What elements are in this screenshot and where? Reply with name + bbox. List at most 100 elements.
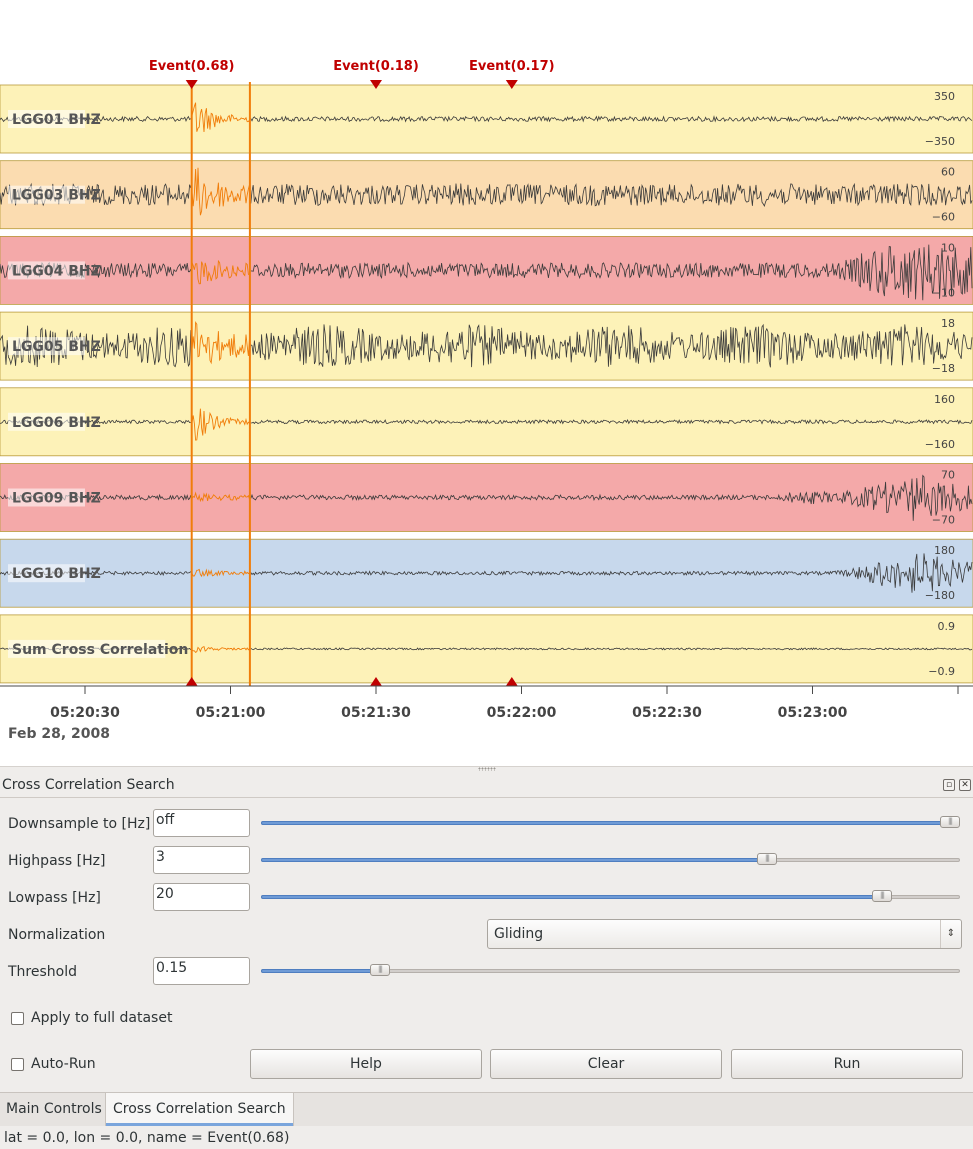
auto-run-checkbox[interactable] [11, 1058, 24, 1071]
close-icon[interactable]: ✕ [959, 779, 971, 791]
trace-ymax: 70 [941, 469, 955, 482]
normalization-select[interactable]: Gliding ⇕ [487, 919, 962, 949]
slider-handle[interactable]: ||| [940, 816, 960, 828]
event-marker-bottom[interactable] [505, 677, 518, 686]
time-tick-label: 05:21:30 [341, 705, 411, 721]
event-marker-bottom[interactable] [185, 677, 198, 686]
trace-name: LGG06 BHZ [12, 415, 101, 431]
highlighted-waveform [191, 568, 250, 578]
event-marker-label[interactable]: Event(0.17) [469, 59, 555, 74]
trace-ymax: 180 [934, 544, 955, 557]
trace-label-bg [8, 639, 166, 658]
trace-ymin: −0.9 [928, 665, 955, 678]
trace-ymax: 0.9 [938, 620, 956, 633]
trace-ymin: −350 [925, 135, 955, 148]
trace-ymax: 60 [941, 166, 955, 179]
highlighted-waveform [191, 259, 250, 285]
trace-row[interactable]: LGG05 BHZ 18 −18 [0, 311, 973, 381]
trace-name: LGG03 BHZ [12, 188, 101, 204]
trace-ymax: 18 [941, 317, 955, 330]
normalization-value: Gliding [494, 926, 544, 942]
trace-name: LGG10 BHZ [12, 566, 101, 582]
trace-ymin: −10 [932, 286, 955, 299]
trace-row[interactable]: LGG09 BHZ 70 −70 [0, 463, 973, 532]
trace-name: Sum Cross Correlation [12, 642, 188, 658]
threshold-label: Threshold [8, 964, 77, 980]
panel-divider [0, 797, 973, 798]
trace-name: LGG05 BHZ [12, 339, 101, 355]
run-button[interactable]: Run [731, 1049, 963, 1079]
dock-tabs: Main Controls Cross Correlation Search [0, 1092, 973, 1127]
trace-label-bg [8, 261, 85, 280]
highlighted-waveform [191, 167, 251, 216]
lowpass-slider[interactable]: ||| [261, 883, 960, 911]
float-icon[interactable]: ▫ [943, 779, 955, 791]
apply-full-dataset-label: Apply to full dataset [31, 1010, 173, 1026]
highlighted-waveform [191, 320, 251, 365]
date-label: Feb 28, 2008 [8, 726, 110, 742]
trace-ymax: 350 [934, 90, 955, 103]
normalization-label: Normalization [8, 927, 106, 943]
trace-row[interactable]: LGG01 BHZ 350 −350 [0, 84, 973, 154]
trace-ymax: 10 [941, 241, 955, 254]
tab-cross-correlation-search[interactable]: Cross Correlation Search [105, 1093, 294, 1126]
trace-row[interactable]: LGG10 BHZ 180 −180 [0, 538, 973, 608]
trace-row[interactable]: Sum Cross Correlation 0.9 −0.9 [0, 614, 973, 684]
status-bar: lat = 0.0, lon = 0.0, name = Event(0.68) [0, 1126, 973, 1149]
trace-row[interactable]: LGG03 BHZ 60 −60 [0, 160, 973, 230]
time-tick-label: 05:23:00 [778, 705, 848, 721]
clear-button[interactable]: Clear [490, 1049, 722, 1079]
event-marker-bottom[interactable] [370, 677, 382, 686]
trace-label-bg [8, 110, 85, 128]
trace-row[interactable]: LGG04 BHZ 10 −10 [0, 235, 973, 305]
highlighted-waveform [191, 408, 250, 441]
lowpass-label: Lowpass [Hz] [8, 890, 101, 906]
time-tick-label: 05:20:30 [50, 705, 120, 721]
highlighted-waveform [191, 491, 251, 503]
highlighted-waveform [191, 645, 250, 654]
slider-handle[interactable]: ||| [370, 964, 390, 976]
cross-correlation-panel: Cross Correlation Search ▫ ✕ Downsample … [0, 766, 973, 1093]
trace-label-bg [8, 337, 85, 356]
trace-ymin: −18 [932, 362, 955, 375]
highpass-input[interactable]: 3 [153, 846, 250, 874]
trace-label-bg [8, 564, 85, 583]
dock-resize-handle[interactable] [478, 767, 496, 771]
trace-ymin: −180 [925, 589, 955, 602]
event-marker-top[interactable] [185, 80, 198, 89]
trace-label-bg [8, 185, 85, 204]
help-button[interactable]: Help [250, 1049, 482, 1079]
event-marker-top[interactable] [505, 80, 518, 89]
threshold-input[interactable]: 0.15 [153, 957, 250, 985]
auto-run-label: Auto-Run [31, 1056, 96, 1072]
event-marker-label[interactable]: Event(0.18) [333, 59, 419, 74]
status-text: lat = 0.0, lon = 0.0, name = Event(0.68) [4, 1130, 290, 1146]
slider-handle[interactable]: ||| [757, 853, 777, 865]
trace-ymin: −60 [932, 211, 955, 224]
trace-label-bg [8, 488, 85, 507]
lowpass-input[interactable]: 20 [153, 883, 250, 911]
trace-background [0, 160, 973, 230]
apply-full-dataset-checkbox[interactable] [11, 1012, 24, 1025]
event-marker-top[interactable] [370, 80, 382, 89]
time-tick-label: 05:22:30 [632, 705, 702, 721]
trace-name: LGG04 BHZ [12, 263, 101, 279]
highlighted-waveform [191, 102, 250, 133]
updown-arrow-icon: ⇕ [940, 920, 961, 948]
downsample-input[interactable]: off [153, 809, 250, 837]
trace-name: LGG01 BHZ [12, 112, 101, 128]
trace-ymax: 160 [934, 393, 955, 406]
time-tick-label: 05:21:00 [196, 705, 266, 721]
trace-background [0, 235, 973, 305]
trace-ymin: −160 [925, 438, 955, 451]
highpass-label: Highpass [Hz] [8, 853, 106, 869]
highpass-slider[interactable]: ||| [261, 846, 960, 874]
threshold-slider[interactable]: ||| [261, 957, 960, 985]
slider-handle[interactable]: ||| [872, 890, 892, 902]
tab-main-controls[interactable]: Main Controls [6, 1101, 102, 1117]
trace-row[interactable]: LGG06 BHZ 160 −160 [0, 387, 973, 457]
trace-ymin: −70 [932, 514, 955, 527]
event-marker-label[interactable]: Event(0.68) [149, 59, 235, 74]
downsample-slider[interactable]: ||| [261, 809, 960, 837]
waveform-plot[interactable]: LGG01 BHZ 350 −350 LGG03 BHZ 60 −60 LGG04 BHZ 1… [0, 0, 973, 760]
